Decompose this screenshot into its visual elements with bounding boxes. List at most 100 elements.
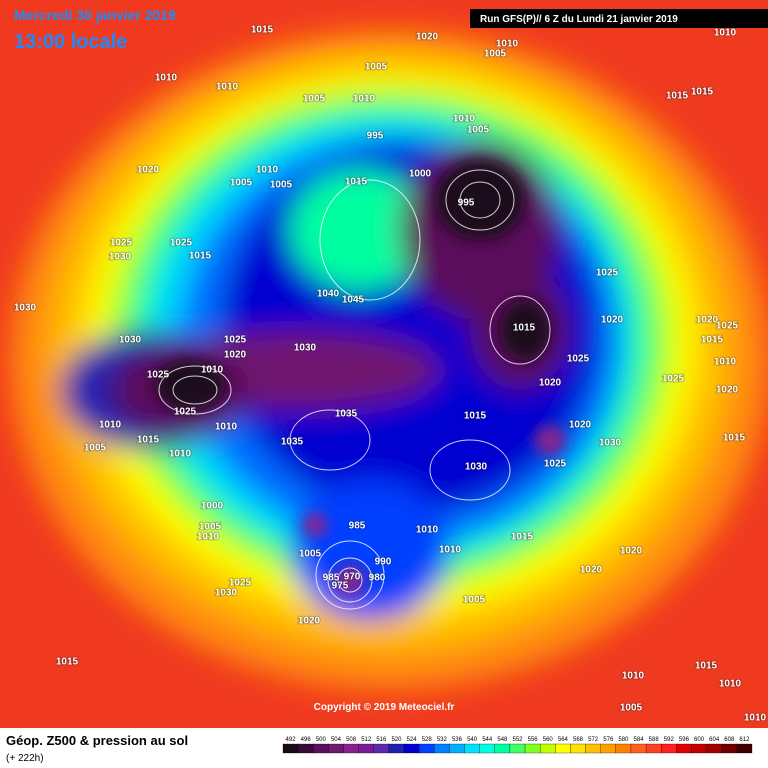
legend-swatch: [585, 743, 601, 754]
legend-swatch: [297, 743, 314, 754]
isobar-label: 1020: [224, 350, 247, 361]
legend-swatch: [524, 743, 541, 754]
legend-tick-label: 512: [361, 737, 372, 743]
isobar-label: 1005: [84, 443, 107, 454]
legend-swatch: [282, 743, 299, 754]
isobar-label: 1015: [723, 433, 746, 444]
isobar-label: 1020: [580, 565, 603, 576]
isobar-label: 1010: [197, 532, 220, 543]
map-field: [0, 0, 768, 728]
isobar-label: 1005: [270, 180, 293, 191]
isobar-label: 1025: [596, 268, 619, 279]
legend-swatch: [313, 743, 329, 754]
isobar-label: 1015: [701, 335, 724, 346]
legend-tick-label: 504: [331, 737, 342, 743]
legend-tick-label: 552: [512, 737, 523, 743]
legend-swatch: [479, 743, 495, 754]
isobar-label: 1025: [224, 335, 247, 346]
copyright: Copyright © 2019 Meteociel.fr: [314, 702, 455, 713]
isobar-label: 1020: [696, 315, 719, 326]
legend-swatch: [449, 743, 465, 754]
legend-swatch: [706, 743, 722, 754]
isobar-label: 1015: [464, 411, 487, 422]
isobar-label: 1025: [544, 459, 567, 470]
legend-tick-label: 556: [528, 737, 539, 743]
isobar-label: 1005: [463, 595, 486, 606]
isobar-label: 1010: [201, 365, 224, 376]
legend-tick-label: 548: [497, 737, 508, 743]
legend-swatch: [464, 743, 480, 754]
legend-swatch: [676, 743, 692, 754]
legend-tick-label: 508: [346, 737, 357, 743]
isobar-label: 995: [458, 198, 475, 209]
isobar-label: 1010: [256, 165, 279, 176]
isobar-label: 975: [332, 581, 349, 592]
legend-tick-label: 588: [649, 737, 660, 743]
isobar-label: 1025: [147, 370, 170, 381]
isobar-label: 1020: [298, 616, 321, 627]
isobar-label: 1015: [189, 251, 212, 262]
isobar-label: 1025: [229, 578, 252, 589]
isobar-label: 1010: [216, 82, 239, 93]
legend-tick-label: 520: [391, 737, 402, 743]
legend-tick-label: 524: [407, 737, 418, 743]
isobar-label: 1040: [317, 289, 340, 300]
isobar-label: 1005: [484, 49, 507, 60]
time: 13:00 locale: [14, 31, 127, 53]
isobar-label: 1010: [714, 28, 737, 39]
legend-swatch: [434, 743, 450, 754]
isobar-label: 1035: [281, 437, 304, 448]
isobar-label: 1000: [201, 501, 224, 512]
legend-swatch: [494, 743, 511, 754]
legend-swatch: [388, 743, 405, 754]
isobar-label: 1020: [620, 546, 643, 557]
legend-swatch: [615, 743, 632, 754]
isobar-label: 1025: [716, 321, 739, 332]
isobar-label: 990: [375, 557, 392, 568]
isobar-label: 995: [367, 131, 384, 142]
isobar-label: 1025: [170, 238, 193, 249]
legend-swatch: [570, 743, 586, 754]
legend-swatch: [630, 743, 647, 754]
legend-swatch: [691, 743, 707, 754]
legend-tick-label: 576: [603, 737, 614, 743]
legend-tick-label: 568: [573, 737, 584, 743]
isobar-label: 1045: [342, 295, 365, 306]
isobar-label: 1020: [569, 420, 592, 431]
legend-tick-label: 544: [482, 737, 493, 743]
legend-tick-label: 584: [634, 737, 645, 743]
isobar-label: 1010: [215, 422, 238, 433]
legend-tick-label: 596: [679, 737, 690, 743]
isobar-label: 1030: [14, 303, 37, 314]
legend-tick-label: 600: [694, 737, 705, 743]
isobar-label: 1010: [496, 39, 519, 50]
isobar-label: 1005: [199, 522, 222, 533]
legend-tick-label: 516: [376, 737, 387, 743]
isobar-label: 1015: [695, 661, 718, 672]
isobar-label: 1020: [716, 385, 739, 396]
legend-swatch: [509, 743, 526, 754]
isobar-label: 1030: [294, 343, 317, 354]
isobar-label: 1010: [439, 545, 462, 556]
isobar-label: 1010: [453, 114, 476, 125]
isobar-label: 1010: [416, 525, 439, 536]
legend-tick-label: 592: [664, 737, 675, 743]
legend-swatch: [645, 743, 662, 754]
isobar-label: 1020: [137, 165, 160, 176]
legend-tick-label: 496: [301, 737, 312, 743]
isobar-label: 1010: [714, 357, 737, 368]
legend-tick-label: 608: [724, 737, 735, 743]
legend-swatch: [403, 743, 420, 754]
legend-swatch: [540, 743, 556, 754]
date: Mercredi 30 janvier 2019: [14, 7, 176, 23]
legend-tick-label: 572: [588, 737, 599, 743]
isobar-label: 1015: [511, 532, 534, 543]
legend-swatch: [736, 743, 753, 754]
legend-tick-label: 564: [558, 737, 569, 743]
isobar-label: 1020: [539, 378, 562, 389]
isobar-label: 1015: [666, 91, 689, 102]
isobar-label: 1025: [110, 238, 133, 249]
isobar-label: 985: [323, 573, 340, 584]
